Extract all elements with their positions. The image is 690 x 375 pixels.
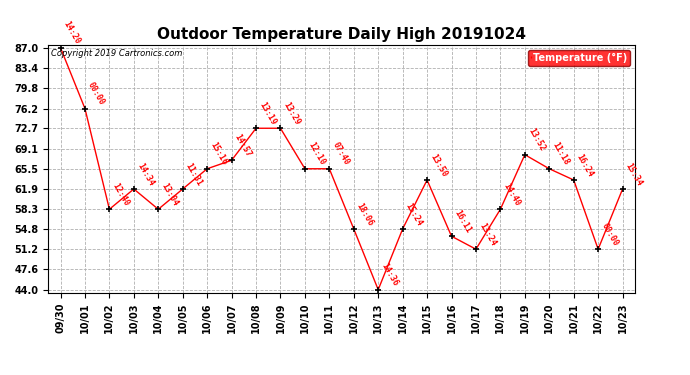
Text: 12:10: 12:10	[306, 141, 326, 167]
Text: 15:24: 15:24	[404, 201, 424, 227]
Text: 00:00: 00:00	[86, 81, 106, 107]
Text: 14:34: 14:34	[135, 161, 155, 188]
Text: 11:31: 11:31	[184, 161, 204, 188]
Text: 14:40: 14:40	[502, 182, 522, 208]
Text: 18:06: 18:06	[355, 201, 375, 227]
Text: 13:29: 13:29	[282, 100, 302, 127]
Text: 13:52: 13:52	[526, 127, 546, 153]
Text: 13:24: 13:24	[477, 221, 497, 248]
Text: 14:36: 14:36	[380, 262, 400, 288]
Text: 13:50: 13:50	[428, 152, 448, 178]
Legend: Temperature (°F): Temperature (°F)	[528, 50, 630, 66]
Text: Copyright 2019 Cartronics.com: Copyright 2019 Cartronics.com	[51, 49, 183, 58]
Title: Outdoor Temperature Daily High 20191024: Outdoor Temperature Daily High 20191024	[157, 27, 526, 42]
Text: 16:24: 16:24	[575, 152, 595, 178]
Text: 16:11: 16:11	[453, 209, 473, 235]
Text: 13:19: 13:19	[257, 100, 277, 127]
Text: 14:20: 14:20	[61, 20, 82, 46]
Text: 15:34: 15:34	[624, 161, 644, 188]
Text: 11:18: 11:18	[551, 141, 571, 167]
Text: 07:40: 07:40	[331, 141, 351, 167]
Text: 00:00: 00:00	[600, 221, 620, 248]
Text: 13:04: 13:04	[159, 182, 180, 208]
Text: 15:16: 15:16	[208, 141, 228, 167]
Text: 14:57: 14:57	[233, 132, 253, 159]
Text: 12:40: 12:40	[110, 182, 131, 208]
